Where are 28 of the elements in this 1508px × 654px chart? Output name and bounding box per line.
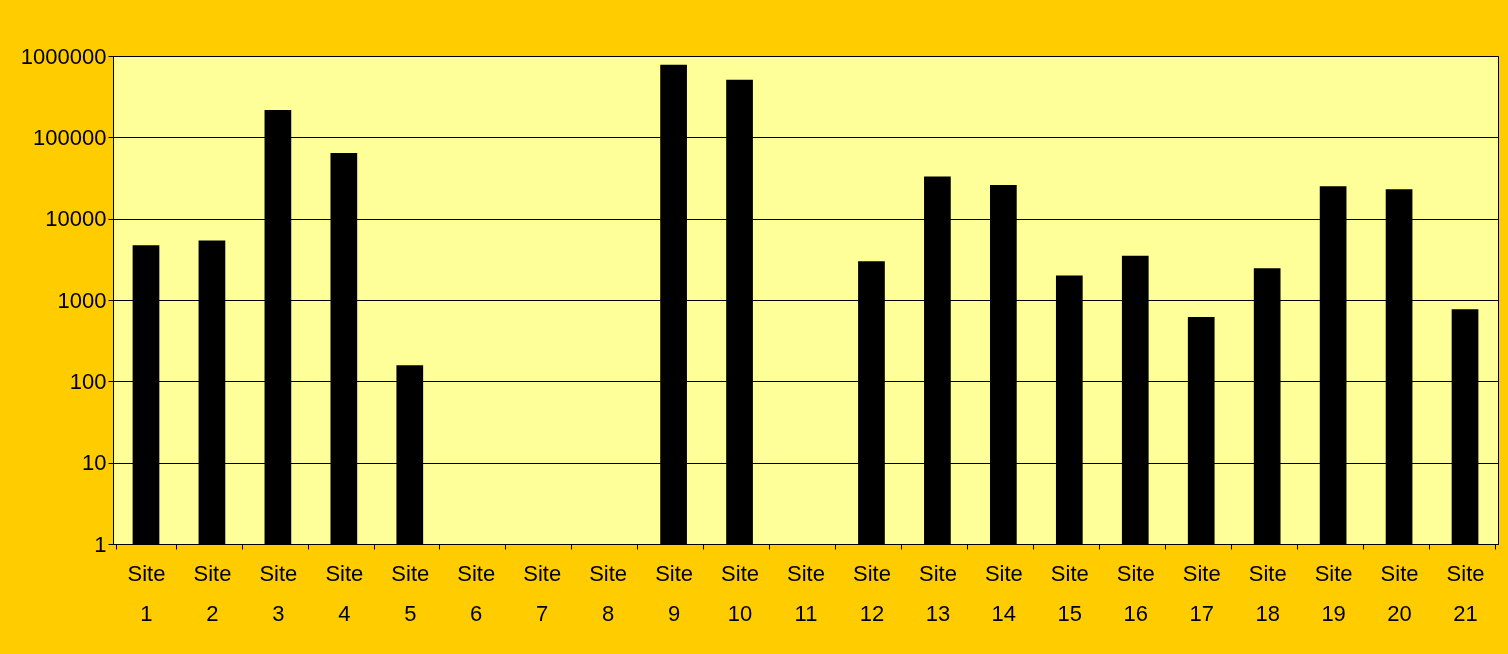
y-tick-label: 100 [69, 368, 107, 394]
x-tick-label: Site 8 [589, 560, 628, 626]
x-tick-label: Site 7 [523, 560, 562, 626]
x-tick-label: Site 17 [1182, 560, 1221, 626]
y-tick-label: 1 [94, 531, 107, 557]
x-tick-label: Site 11 [787, 560, 825, 626]
y-tick-label: 10000 [45, 206, 107, 232]
x-tick-label: Site 19 [1314, 560, 1353, 626]
y-tick-label: 10 [82, 450, 107, 476]
x-tick-label: Site 6 [457, 560, 496, 626]
x-tick-label: Site 14 [984, 560, 1023, 626]
x-tick-label: Site 16 [1116, 560, 1155, 626]
x-tick-label: Site 20 [1380, 560, 1419, 626]
x-tick-label: Site 1 [127, 560, 166, 626]
x-tick-label: Site 18 [1248, 560, 1287, 626]
x-tick-label: Site 13 [918, 560, 957, 626]
x-tick-label: Site 4 [325, 560, 364, 626]
y-tick-label: 1000000 [20, 43, 107, 69]
x-tick-label: Site 2 [193, 560, 232, 626]
x-tick-label: Site 3 [259, 560, 298, 626]
y-tick-label: 100000 [33, 124, 107, 150]
x-tick-label: Site 9 [655, 560, 694, 626]
x-tick-label: Site 15 [1050, 560, 1089, 626]
x-tick-label: Site 5 [391, 560, 430, 626]
x-tick-label: Site 21 [1446, 560, 1485, 626]
y-tick-label: 1000 [57, 287, 107, 313]
x-tick-label: Site 10 [721, 560, 760, 626]
x-tick-label: Site 12 [852, 560, 891, 626]
